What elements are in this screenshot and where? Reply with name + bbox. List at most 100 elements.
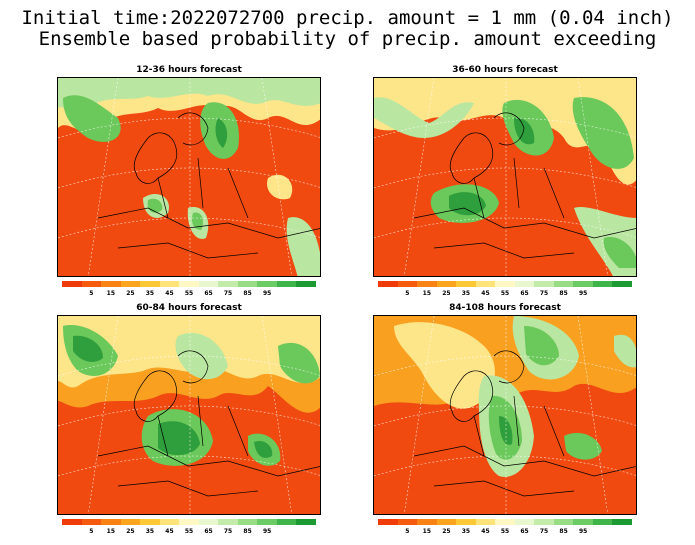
forecast-panel-60-84: 60-84 hours forecast bbox=[57, 303, 321, 535]
colorbar-label: 45 bbox=[165, 528, 174, 535]
colorbar-label: 25 bbox=[442, 528, 451, 535]
colorbar-label: 75 bbox=[539, 528, 549, 535]
colorbar-swatch bbox=[573, 519, 593, 525]
colorbar-label: 45 bbox=[481, 528, 490, 535]
colorbar-swatch bbox=[378, 281, 398, 287]
colorbar-swatch bbox=[397, 281, 418, 287]
colorbar-swatch bbox=[534, 281, 554, 287]
colorbar-label: 65 bbox=[520, 528, 529, 535]
colorbar-swatch bbox=[218, 281, 238, 287]
colorbar bbox=[62, 281, 316, 287]
colorbar-label: 45 bbox=[165, 290, 174, 297]
colorbar-swatch bbox=[140, 519, 160, 525]
colorbar-label: 15 bbox=[422, 528, 432, 535]
colorbar-label: 15 bbox=[106, 290, 116, 297]
colorbar-label: 35 bbox=[145, 290, 155, 297]
colorbar-label: 35 bbox=[461, 528, 471, 535]
colorbar-swatch bbox=[120, 281, 141, 287]
colorbar-label: 95 bbox=[578, 290, 588, 297]
colorbar bbox=[378, 281, 632, 287]
colorbar-label: 65 bbox=[204, 528, 213, 535]
colorbar-label: 45 bbox=[481, 290, 490, 297]
colorbar-swatch bbox=[296, 281, 316, 287]
colorbar-swatch bbox=[237, 519, 258, 525]
colorbar-labels: 5 15 25 35 45 55 65 75 85 95 bbox=[62, 528, 316, 538]
panel-title: 60-84 hours forecast bbox=[136, 303, 242, 313]
colorbar-label: 95 bbox=[262, 528, 272, 535]
colorbar-swatch bbox=[81, 519, 102, 525]
panel-title: 36-60 hours forecast bbox=[452, 65, 558, 75]
colorbar-label: 35 bbox=[461, 290, 471, 297]
colorbar-swatch bbox=[514, 281, 535, 287]
colorbar-swatch bbox=[257, 281, 277, 287]
colorbar-swatch bbox=[276, 519, 297, 525]
colorbar-label: 85 bbox=[243, 290, 252, 297]
colorbar-label: 15 bbox=[106, 528, 116, 535]
colorbar-label: 25 bbox=[442, 290, 451, 297]
forecast-panel-36-60: 36-60 hours forecast bbox=[373, 65, 637, 297]
colorbar-label: 95 bbox=[262, 290, 272, 297]
colorbar-label: 75 bbox=[223, 290, 233, 297]
title-line-1: Initial time:2022072700 precip. amount =… bbox=[21, 7, 674, 29]
colorbar-swatch bbox=[612, 281, 632, 287]
colorbar-swatch bbox=[553, 519, 574, 525]
colorbar-swatch bbox=[101, 281, 121, 287]
colorbar-label: 5 bbox=[89, 290, 94, 297]
colorbar-swatch bbox=[456, 281, 476, 287]
colorbar-swatch bbox=[179, 281, 199, 287]
panel-title: 84-108 hours forecast bbox=[449, 303, 561, 313]
colorbar-label: 5 bbox=[405, 528, 410, 535]
colorbar-swatch bbox=[296, 519, 316, 525]
colorbar-swatch bbox=[276, 281, 297, 287]
colorbar-label: 75 bbox=[539, 290, 549, 297]
colorbar-label: 55 bbox=[184, 290, 194, 297]
colorbar-swatch bbox=[179, 519, 199, 525]
colorbar-swatch bbox=[120, 519, 141, 525]
colorbar-swatch bbox=[81, 281, 102, 287]
colorbar-swatch bbox=[62, 281, 82, 287]
colorbar-swatch bbox=[140, 281, 160, 287]
colorbar-swatch bbox=[378, 519, 398, 525]
colorbar-label: 35 bbox=[145, 528, 155, 535]
colorbar-swatch bbox=[436, 281, 457, 287]
forecast-map bbox=[373, 315, 637, 515]
forecast-panel-84-108: 84-108 hours forecast bbox=[373, 303, 637, 535]
forecast-map bbox=[373, 77, 637, 277]
colorbar-labels: 5 15 25 35 45 55 65 75 85 95 bbox=[62, 290, 316, 300]
forecast-map bbox=[57, 315, 321, 515]
colorbar-swatch bbox=[573, 281, 593, 287]
colorbar-swatch bbox=[495, 281, 515, 287]
colorbar-label: 85 bbox=[243, 528, 252, 535]
colorbar-swatch bbox=[237, 281, 258, 287]
colorbar-label: 15 bbox=[422, 290, 432, 297]
colorbar-swatch bbox=[417, 281, 437, 287]
colorbar-swatch bbox=[592, 281, 613, 287]
colorbar-swatch bbox=[436, 519, 457, 525]
colorbar-swatch bbox=[257, 519, 277, 525]
colorbar-swatch bbox=[514, 519, 535, 525]
colorbar-swatch bbox=[534, 519, 554, 525]
colorbar-swatch bbox=[456, 519, 476, 525]
colorbar-swatch bbox=[495, 519, 515, 525]
colorbar-label: 25 bbox=[126, 528, 135, 535]
colorbar-swatch bbox=[218, 519, 238, 525]
colorbar-label: 5 bbox=[405, 290, 410, 297]
title-line-2: Ensemble based probability of precip. am… bbox=[38, 28, 657, 50]
colorbar-label: 5 bbox=[89, 528, 94, 535]
colorbar-swatch bbox=[62, 519, 82, 525]
colorbar-label: 75 bbox=[223, 528, 233, 535]
colorbar-swatch bbox=[592, 519, 613, 525]
colorbar-label: 55 bbox=[500, 528, 510, 535]
colorbar-swatch bbox=[101, 519, 121, 525]
panel-title: 12-36 hours forecast bbox=[136, 65, 242, 75]
colorbar-label: 55 bbox=[184, 528, 194, 535]
colorbar-label: 85 bbox=[559, 290, 568, 297]
colorbar-label: 25 bbox=[126, 290, 135, 297]
forecast-map bbox=[57, 77, 321, 277]
colorbar bbox=[62, 519, 316, 525]
colorbar-label: 85 bbox=[559, 528, 568, 535]
colorbar-swatch bbox=[159, 281, 180, 287]
colorbar-label: 65 bbox=[520, 290, 529, 297]
colorbar-swatch bbox=[475, 519, 496, 525]
colorbar-swatch bbox=[159, 519, 180, 525]
